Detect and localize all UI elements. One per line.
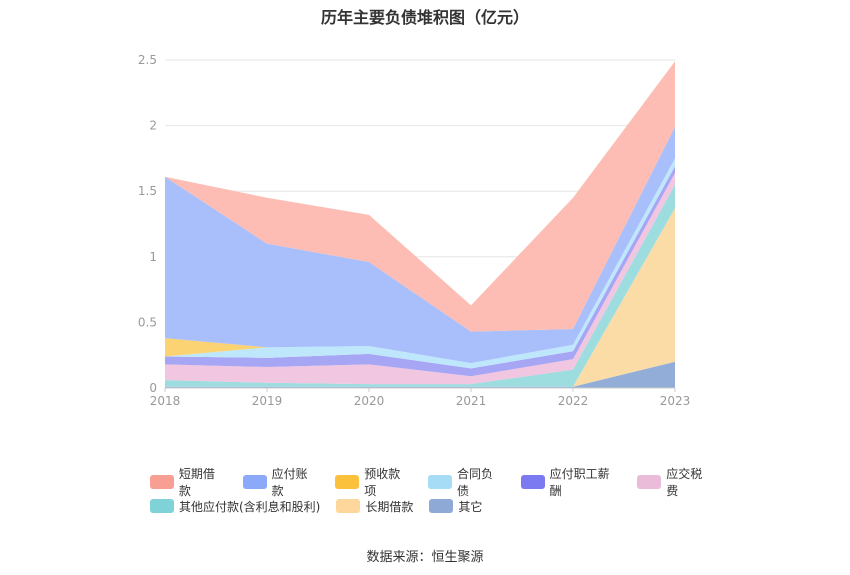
legend-item[interactable]: 应付账款 xyxy=(242,465,320,499)
legend-item[interactable]: 合同负债 xyxy=(428,465,505,499)
legend-row: 其他应付款(含利息和股利) 长期借款 其它 xyxy=(150,494,730,518)
area-series-其它 xyxy=(165,361,675,388)
area-series-短期借款 xyxy=(165,61,675,332)
x-tick-label: 2022 xyxy=(558,394,589,408)
data-source-note: 数据来源：恒生聚源 xyxy=(366,550,484,565)
legend-label: 其它 xyxy=(458,499,483,514)
legend-swatch xyxy=(150,499,174,513)
area-series-长期借款 xyxy=(165,208,675,387)
legend-item[interactable]: 预收款项 xyxy=(335,465,412,499)
legend-swatch xyxy=(428,475,452,489)
legend-item[interactable]: 短期借款 xyxy=(150,465,227,499)
legend-label: 短期借款 xyxy=(178,467,215,498)
legend-item[interactable]: 其它 xyxy=(429,498,482,515)
legend-item[interactable]: 其他应付款(含利息和股利) xyxy=(150,498,320,515)
stacked-area-chart: 0 0.5 1 1.5 2 2.5 2018 2019 2020 2021 2022 2023 xyxy=(138,53,691,408)
legend-label: 长期借款 xyxy=(365,499,414,514)
legend-swatch xyxy=(429,499,454,513)
y-tick-label: 0 xyxy=(149,381,157,395)
legend-row: 短期借款 应付账款 预收款项 合同负债 应付职工薪酬 应交税费 xyxy=(150,467,730,498)
chart-title: 历年主要负债堆积图（亿元） xyxy=(320,8,529,27)
y-tick-label: 1.5 xyxy=(138,184,157,198)
legend-swatch xyxy=(335,475,360,489)
x-tick-label: 2023 xyxy=(660,394,691,408)
x-tick-label: 2019 xyxy=(252,394,283,408)
legend-label: 预收款项 xyxy=(364,467,401,498)
area-series-应付账款 xyxy=(165,126,675,364)
legend-label: 应交税费 xyxy=(666,467,703,498)
legend-swatch xyxy=(242,475,267,489)
legend-item[interactable]: 应付职工薪酬 xyxy=(520,465,622,499)
legend-item[interactable]: 长期借款 xyxy=(336,498,413,515)
y-tick-label: 2.5 xyxy=(138,53,157,67)
legend-swatch xyxy=(637,475,662,489)
legend-item[interactable]: 应交税费 xyxy=(637,465,714,499)
legend-swatch xyxy=(336,499,361,513)
y-tick-label: 1 xyxy=(149,250,157,264)
y-tick-label: 0.5 xyxy=(138,315,157,329)
y-axis-tick-labels: 0 0.5 1 1.5 2 2.5 xyxy=(138,53,157,395)
legend-label: 其他应付款(含利息和股利) xyxy=(179,499,321,514)
y-tick-label: 2 xyxy=(149,119,157,133)
legend: 短期借款 应付账款 预收款项 合同负债 应付职工薪酬 应交税费其他应付款(含利息和股利) 长… xyxy=(150,467,730,518)
area-series xyxy=(165,61,675,388)
legend-label: 应付账款 xyxy=(271,467,308,498)
legend-label: 合同负债 xyxy=(456,467,493,498)
x-tick-label: 2020 xyxy=(354,394,385,408)
legend-label: 应付职工薪酬 xyxy=(549,467,610,498)
x-axis-tick-labels: 2018 2019 2020 2021 2022 2023 xyxy=(150,388,691,408)
legend-swatch xyxy=(150,475,174,489)
x-tick-label: 2021 xyxy=(456,394,487,408)
legend-swatch xyxy=(520,475,545,489)
x-tick-label: 2018 xyxy=(150,394,181,408)
